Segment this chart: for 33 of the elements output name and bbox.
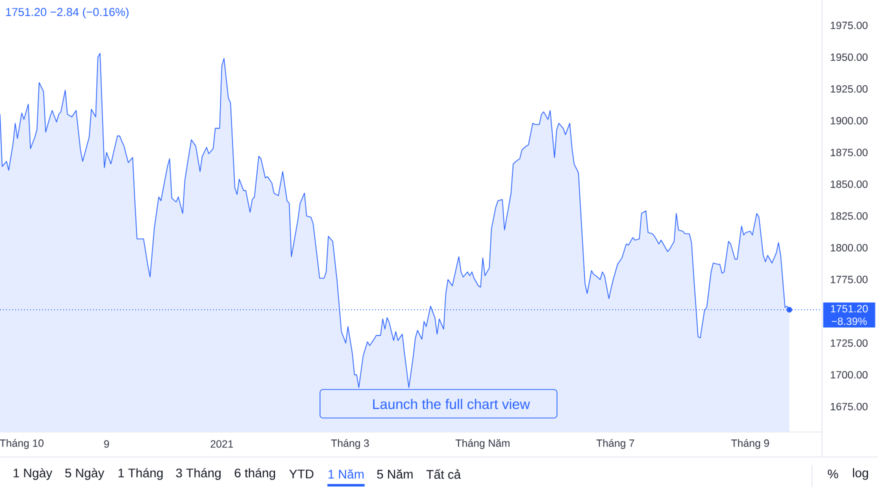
y-tick-label: 1850.00 bbox=[830, 180, 868, 188]
x-tick-label: Tháng Năm bbox=[456, 439, 510, 449]
x-tick-label: Tháng 7 bbox=[596, 439, 634, 449]
text: 1 Tháng bbox=[118, 468, 163, 480]
text: 1 Ngày bbox=[14, 468, 52, 480]
y-tick-label: 1775.00 bbox=[830, 276, 868, 284]
ref-line-label: 1751.20 −8.39% bbox=[831, 304, 868, 325]
y-tick-label: 1950.00 bbox=[830, 53, 868, 61]
y-tick-label: 1925.00 bbox=[830, 85, 868, 93]
text: 3 Tháng bbox=[176, 468, 221, 480]
text: YTD bbox=[289, 470, 314, 478]
y-tick-label: 1800.00 bbox=[830, 244, 868, 252]
x-tick-label: Tháng 10 bbox=[0, 439, 44, 449]
text: 5 Ngày bbox=[65, 468, 104, 480]
text: 5 Năm bbox=[377, 469, 413, 479]
annotation: Launch the full chart view bbox=[373, 398, 530, 410]
text: 1751.20 −2.84 (−0.16%) bbox=[6, 8, 129, 18]
text: log bbox=[853, 468, 868, 480]
text: 1 Năm bbox=[328, 469, 364, 479]
x-tick-label: Tháng 3 bbox=[331, 439, 369, 449]
y-tick-label: 1975.00 bbox=[830, 22, 868, 30]
y-tick-label: 1825.00 bbox=[830, 212, 868, 220]
y-tick-label: 1900.00 bbox=[830, 116, 868, 124]
x-tick-label: 9 bbox=[104, 440, 109, 448]
y-tick-label: 1700.00 bbox=[830, 371, 868, 379]
y-tick-label: 1675.00 bbox=[830, 402, 868, 410]
text: 6 tháng bbox=[234, 468, 276, 480]
x-tick-label: 2021 bbox=[210, 440, 233, 448]
y-tick-label: 1725.00 bbox=[830, 339, 868, 347]
y-tick-label: 1875.00 bbox=[830, 148, 868, 156]
text: Tất cả bbox=[426, 469, 461, 479]
x-tick-label: Tháng 9 bbox=[731, 439, 769, 449]
text: % bbox=[828, 470, 838, 478]
